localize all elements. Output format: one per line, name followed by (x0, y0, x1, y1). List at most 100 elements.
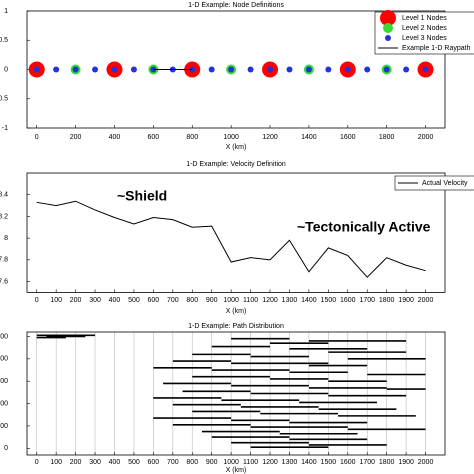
x-tick-label: 600 (148, 297, 160, 304)
y-tick-label: 0 (4, 445, 8, 452)
node (111, 66, 118, 73)
x-tick-label: 0 (35, 459, 39, 466)
x-tick-label: 300 (89, 297, 101, 304)
y-tick-label: 8.2 (0, 213, 8, 220)
y-tick-label: 300 (0, 378, 8, 385)
y-tick-label: 7.6 (0, 278, 8, 285)
x-tick-label: 1300 (282, 459, 298, 466)
x-tick-label: 1200 (262, 134, 278, 141)
x-tick-label: 1400 (301, 134, 317, 141)
x-tick-label: 700 (167, 297, 179, 304)
x-tick-label: 700 (167, 459, 179, 466)
x-tick-label: 2000 (418, 459, 434, 466)
x-axis-label: X (km) (226, 308, 247, 315)
node (403, 66, 410, 73)
x-tick-label: 800 (186, 459, 198, 466)
node (92, 66, 99, 73)
node (344, 66, 351, 73)
x-tick-label: 1400 (301, 297, 317, 304)
legend-box (394, 175, 474, 191)
x-tick-label: 800 (186, 297, 198, 304)
x-tick-label: 400 (109, 459, 121, 466)
x-tick-label: 1400 (301, 459, 317, 466)
node (305, 66, 312, 73)
x-axis-label: X (km) (226, 467, 247, 474)
x-tick-label: 2000 (418, 134, 434, 141)
x-tick-label: 500 (128, 459, 140, 466)
x-tick-label: 1100 (243, 459, 258, 466)
y-tick-label: -1 (2, 125, 8, 132)
plot-frame (26, 10, 446, 129)
legend-swatch (383, 23, 393, 33)
y-tick-label: 1 (4, 8, 8, 15)
x-tick-label: 1600 (340, 134, 356, 141)
y-tick-label: 100 (0, 423, 8, 430)
x-axis-label: X (km) (226, 144, 247, 151)
legend-label: Level 1 Nodes (402, 15, 447, 22)
x-tick-label: 500 (128, 297, 140, 304)
node (325, 66, 332, 73)
x-tick-label: 200 (70, 297, 82, 304)
node (286, 66, 293, 73)
x-tick-label: 1600 (340, 459, 356, 466)
x-tick-label: 600 (148, 134, 160, 141)
x-tick-label: 1000 (223, 459, 239, 466)
x-tick-label: 100 (50, 297, 62, 304)
node (364, 66, 371, 73)
annotation: ~Shield (117, 188, 167, 204)
x-tick-label: 1800 (379, 459, 395, 466)
legend-swatch (380, 10, 396, 26)
chart-title: 1-D Example: Path Distribution (188, 323, 284, 330)
x-tick-label: 1800 (379, 134, 395, 141)
legend-label: Actual Velocity (422, 180, 468, 187)
y-tick-label: -0.5 (0, 96, 8, 103)
y-tick-label: 7.8 (0, 257, 8, 264)
x-tick-label: 400 (109, 297, 121, 304)
x-tick-label: 2000 (418, 297, 434, 304)
plot-frame (26, 331, 446, 456)
x-tick-label: 900 (206, 459, 218, 466)
x-tick-label: 1700 (359, 297, 375, 304)
x-tick-label: 1500 (321, 297, 337, 304)
x-tick-label: 100 (50, 459, 62, 466)
y-tick-label: 8 (4, 235, 8, 242)
node (422, 66, 429, 73)
annotation: ~Tectonically Active (297, 219, 431, 235)
x-tick-label: 800 (186, 134, 198, 141)
chart-title: 1-D Example: Velocity Definition (186, 161, 286, 168)
node (267, 66, 274, 73)
x-tick-label: 300 (89, 459, 101, 466)
x-tick-label: 1900 (398, 297, 414, 304)
y-tick-label: 500 (0, 333, 8, 340)
node (228, 66, 235, 73)
plot-frame (26, 172, 446, 293)
x-tick-label: 1200 (262, 459, 278, 466)
x-tick-label: 0 (35, 134, 39, 141)
y-tick-label: 400 (0, 356, 8, 363)
node (33, 66, 40, 73)
x-tick-label: 1500 (321, 459, 337, 466)
x-tick-label: 900 (206, 297, 218, 304)
x-tick-label: 1200 (262, 297, 278, 304)
x-tick-label: 200 (70, 134, 82, 141)
node (72, 66, 79, 73)
legend-swatch (385, 35, 391, 41)
x-tick-label: 0 (35, 297, 39, 304)
y-tick-label: 200 (0, 400, 8, 407)
chart-title: 1-D Example: Node Definitions (188, 2, 284, 9)
velocity-line (36, 200, 426, 278)
y-tick-label: 0 (4, 66, 8, 73)
node (247, 66, 254, 73)
y-tick-label: 0.5 (0, 37, 8, 44)
x-tick-label: 1100 (243, 297, 258, 304)
y-tick-label: 8.4 (0, 192, 8, 199)
node (383, 66, 390, 73)
x-tick-label: 1600 (340, 297, 356, 304)
x-tick-label: 1700 (359, 459, 375, 466)
x-tick-label: 400 (109, 134, 121, 141)
legend-label: Level 3 Nodes (402, 35, 447, 42)
legend-label: Level 2 Nodes (402, 25, 447, 32)
x-tick-label: 1000 (223, 134, 239, 141)
node (130, 66, 137, 73)
